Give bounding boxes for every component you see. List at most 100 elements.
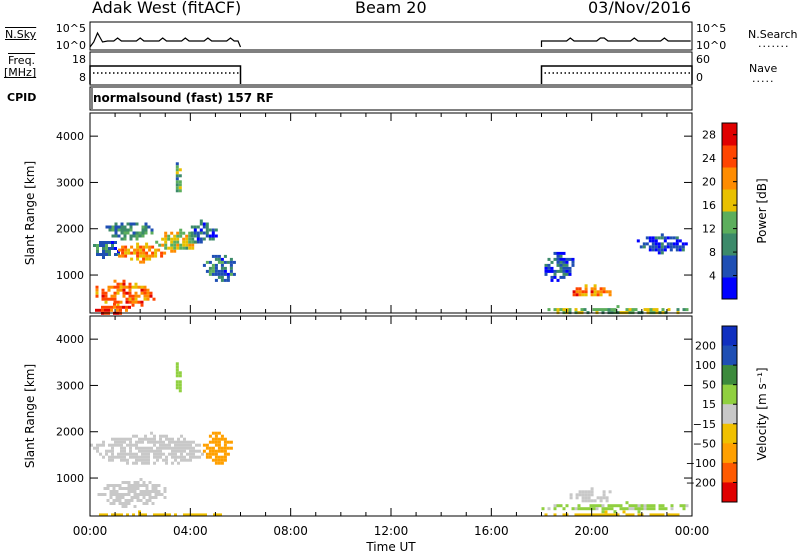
power-cell	[138, 231, 142, 235]
power-cell	[128, 291, 132, 295]
power-cell	[136, 242, 140, 246]
power-cell	[226, 278, 230, 282]
velocity-cell	[175, 383, 179, 387]
velocity-cell	[226, 446, 230, 450]
velocity-cell	[180, 434, 183, 438]
velocity-cell	[165, 443, 168, 447]
velocity-cell	[616, 513, 620, 517]
velocity-cell	[205, 452, 209, 456]
power-cell	[654, 242, 658, 246]
power-cell	[142, 245, 146, 249]
power-cell	[602, 287, 606, 291]
power-cell	[123, 225, 127, 229]
power-cell	[131, 303, 135, 307]
power-cell	[208, 272, 212, 276]
velocity-cell	[584, 490, 588, 494]
velocity-cell	[136, 496, 140, 499]
velocity-cell	[115, 493, 119, 496]
power-cell	[154, 251, 158, 255]
velocity-cell	[217, 443, 221, 447]
power-cell	[625, 308, 629, 312]
velocity-cell	[111, 446, 114, 450]
velocity-cell	[595, 513, 599, 517]
power-cell	[170, 231, 174, 235]
power-cell	[111, 234, 115, 238]
velocity-cell	[108, 458, 111, 462]
power-cell	[188, 231, 192, 235]
power-cell	[104, 305, 107, 309]
power-cell	[590, 293, 594, 297]
power-cell	[562, 260, 566, 264]
velocity-cell	[195, 455, 198, 459]
velocity-cell	[220, 446, 224, 450]
velocity-cell	[175, 380, 179, 384]
velocity-cell	[112, 484, 116, 487]
velocity-cell	[631, 504, 635, 508]
velocity-cell	[640, 507, 644, 511]
power-colorbar-frame	[721, 122, 738, 300]
velocity-cell	[139, 493, 143, 496]
power-cell	[193, 225, 197, 229]
velocity-cell	[124, 487, 128, 490]
power-cell	[95, 294, 99, 298]
velocity-cell	[154, 490, 158, 493]
velocity-cell	[147, 458, 150, 462]
velocity-cell	[121, 496, 125, 499]
velocity-cell	[177, 437, 180, 441]
velocity-cell	[575, 493, 579, 497]
power-cell	[202, 237, 206, 241]
velocity-cell	[142, 484, 146, 487]
power-cell	[173, 237, 177, 241]
power-cell	[128, 300, 132, 304]
velocity-cell	[556, 504, 560, 508]
velocity-scatter-layer	[90, 362, 689, 517]
velocity-cell	[208, 446, 212, 450]
power-cell	[114, 253, 117, 256]
velocity-cell	[177, 440, 180, 444]
power-cell	[648, 239, 652, 243]
power-cell	[559, 254, 563, 258]
velocity-cell	[106, 484, 110, 487]
velocity-cell	[111, 458, 114, 462]
power-cell	[584, 287, 588, 291]
power-cell	[182, 243, 186, 247]
velocity-cell	[214, 455, 218, 459]
power-cell	[190, 234, 194, 238]
power-cell	[114, 247, 117, 250]
power-cell	[559, 308, 563, 312]
power-cell	[127, 251, 131, 255]
velocity-cell	[121, 493, 125, 496]
power-cell	[568, 308, 572, 312]
power-cell	[678, 239, 682, 243]
velocity-cell	[141, 449, 144, 453]
power-cell	[136, 254, 140, 258]
velocity-cell	[121, 487, 125, 490]
velocity-cell	[198, 455, 201, 459]
power-cell	[681, 248, 685, 252]
power-cell	[568, 257, 572, 261]
power-cell	[211, 228, 215, 232]
power-cell	[178, 186, 182, 190]
power-cell	[223, 260, 227, 264]
velocity-cell	[583, 513, 587, 517]
velocity-cell	[112, 499, 116, 502]
velocity-cell	[117, 437, 120, 441]
velocity-cell	[587, 499, 591, 503]
velocity-cell	[211, 431, 215, 435]
velocity-cell	[133, 505, 137, 508]
power-cell	[139, 245, 143, 249]
power-cell	[593, 287, 597, 291]
power-cell	[220, 263, 224, 267]
velocity-cell	[100, 493, 104, 496]
velocity-cell	[649, 504, 653, 508]
velocity-cell	[189, 449, 192, 453]
velocity-cell	[183, 455, 186, 459]
velocity-cell	[189, 446, 192, 450]
velocity-cell	[211, 449, 215, 453]
power-cell	[144, 228, 148, 232]
power-cell	[179, 246, 183, 250]
velocity-cell	[135, 446, 138, 450]
velocity-cell	[610, 504, 614, 508]
power-cell	[568, 272, 572, 276]
power-cell	[199, 240, 203, 244]
